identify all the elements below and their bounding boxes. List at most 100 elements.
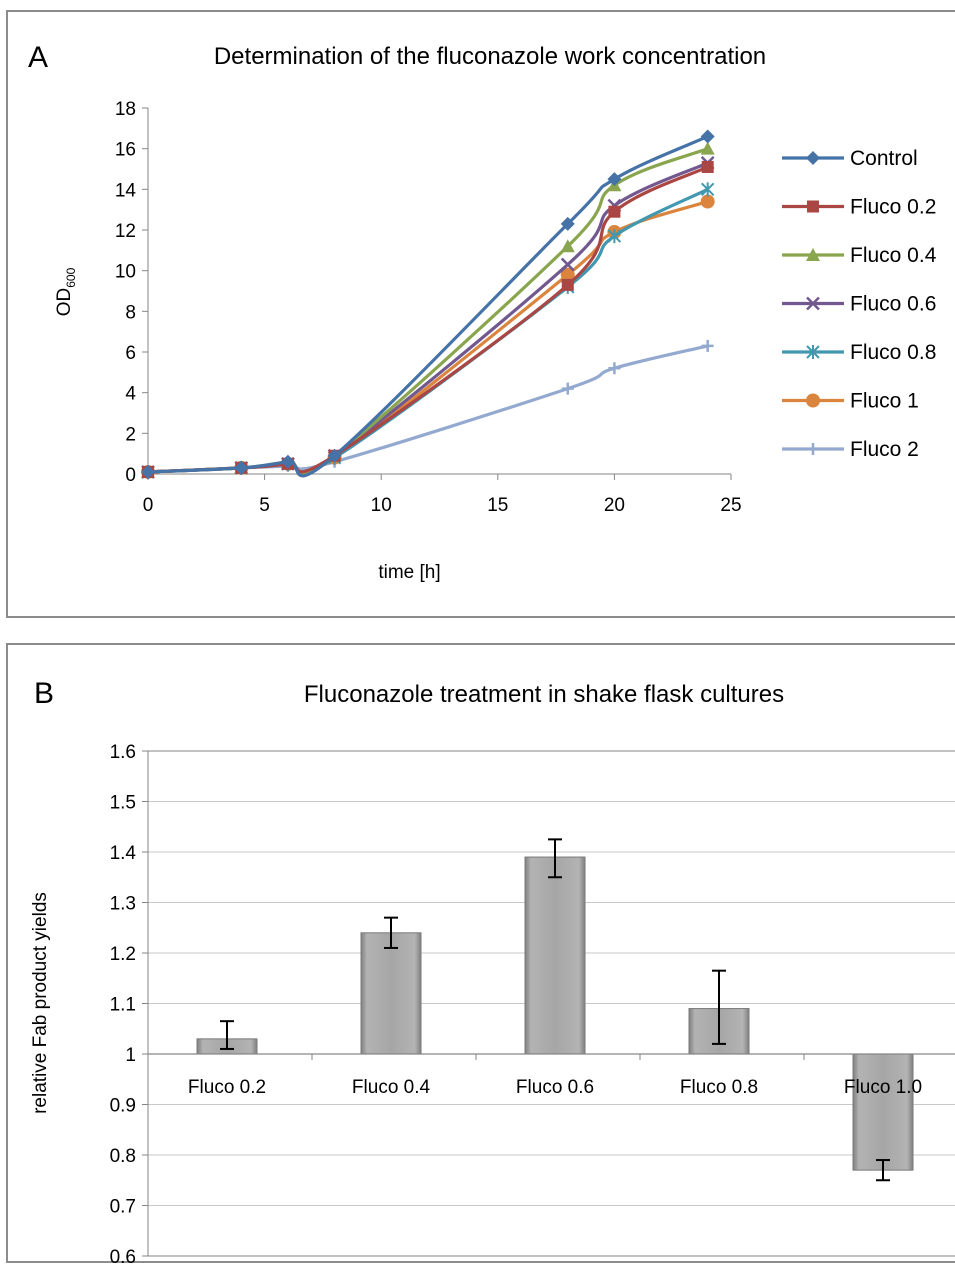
y-tick-label: 0.9 [110,1096,136,1117]
data-point [700,129,715,144]
x-tick-label: 25 [720,495,741,516]
legend-label: Fluco 0.4 [850,244,937,267]
legend-marker [807,443,819,455]
data-point [234,460,249,475]
series-fluco-1 [141,194,715,479]
bar-group [524,838,586,1055]
legend-label: Fluco 0.6 [850,293,936,316]
data-point [607,229,622,244]
bar-group [196,1020,258,1055]
panel-label: B [34,677,54,710]
legend-marker [806,393,820,408]
category-label: Fluco 0.6 [516,1077,594,1098]
y-tick-label: 0.8 [110,1146,136,1167]
bar-group [360,916,422,1055]
data-point [608,362,621,375]
bar [360,932,422,1055]
y-tick-label: 12 [115,221,136,242]
series-fluco-0-4 [141,141,715,478]
y-tick-label: 16 [115,140,136,161]
y-tick-label: 18 [115,99,136,120]
legend-entry: Fluco 0.4 [782,244,937,267]
data-point [608,205,621,218]
y-tick-label: 1.3 [110,894,136,915]
y-tick-label: 1.5 [110,793,136,814]
x-tick-label: 15 [487,495,508,516]
data-point [560,267,575,282]
legend-entry: Fluco 0.8 [782,341,936,364]
category-label: Fluco 1.0 [844,1077,922,1098]
series-line [147,187,709,475]
data-point [561,382,574,395]
bar [524,856,586,1055]
y-tick-label: 0.6 [110,1247,136,1265]
data-point [700,182,715,197]
x-tick-label: 10 [371,495,392,516]
series-line [147,135,709,478]
data-point [701,339,714,352]
x-tick-label: 5 [259,495,270,516]
data-point [560,257,575,272]
bar-group [688,969,750,1055]
legend-entry: Fluco 1 [782,390,919,413]
y-tick-label: 10 [115,262,136,283]
panel-label: A [28,41,48,74]
bar-group [852,1053,914,1182]
series-line [147,161,709,476]
data-point [700,194,715,209]
category-label: Fluco 0.8 [680,1077,758,1098]
y-tick-label: 1 [125,1045,136,1066]
y-tick-label: 0 [125,465,136,486]
series-fluco-0-6 [141,156,715,479]
data-point [561,278,574,291]
chart-title: Fluconazole treatment in shake flask cul… [304,681,784,708]
series-line [147,165,709,474]
legend-marker [806,345,820,359]
data-point [280,454,295,469]
legend-marker [806,151,820,165]
y-tick-label: 6 [125,343,136,364]
y-tick-label: 4 [125,384,136,405]
data-point [701,160,714,173]
legend-entry: Control [782,147,918,170]
series-fluco-0-2 [142,160,714,478]
chart-title: Determination of the fluconazole work co… [214,43,766,70]
y-axis-label: relative Fab product yields [30,892,51,1114]
y-tick-label: 0.7 [110,1197,136,1218]
series-fluco-2 [142,339,714,478]
legend-label: Fluco 0.2 [850,196,936,219]
legend-marker [806,248,820,261]
y-axis-label: OD600 [54,267,78,316]
legend-marker [806,296,820,311]
y-tick-label: 1.1 [110,995,136,1016]
panel-b: B Fluconazole treatment in shake flask cu… [6,643,955,1268]
data-point [560,216,575,231]
legend-label: Fluco 0.8 [850,341,936,364]
series-line [147,147,709,476]
legend-label: Fluco 1 [850,390,919,413]
category-label: Fluco 0.4 [352,1077,431,1098]
data-point [327,448,342,463]
legend-entry: Fluco 0.2 [782,196,936,219]
bar [852,1053,914,1171]
x-axis-label: time [h] [378,562,440,583]
data-point [700,141,715,155]
y-tick-label: 1.4 [110,843,137,864]
category-label: Fluco 0.2 [188,1077,266,1098]
y-axis-label-subscript: 600 [64,267,78,287]
x-tick-label: 0 [143,495,154,516]
data-point [607,172,622,187]
line-chart: A Determination of the fluconazole work c… [28,41,937,583]
data-point [141,464,155,479]
data-point [560,239,575,253]
y-tick-label: 1.6 [110,742,136,763]
x-tick-label: 20 [604,495,625,516]
legend-entry: Fluco 0.6 [782,293,936,316]
y-axis-label-main: OD [54,288,75,317]
series-control [141,129,715,479]
legend-marker [807,200,819,213]
y-tick-label: 14 [115,180,137,201]
legend-entry: Fluco 2 [782,438,919,461]
y-tick-label: 2 [125,424,136,445]
legend-label: Control [850,147,918,170]
